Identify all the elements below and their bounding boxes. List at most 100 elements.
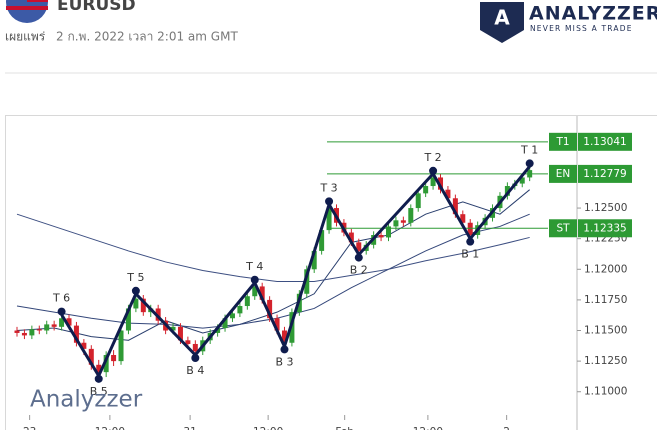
plot: 1.110001.112501.115001.117501.120001.122… <box>14 132 632 430</box>
pivot-label: T 5 <box>126 271 144 284</box>
candle-body <box>311 250 317 270</box>
level-tag <box>549 164 577 183</box>
candle-body <box>415 193 421 209</box>
candle-body <box>244 296 250 307</box>
x-tick-label: 12:00 <box>95 426 125 430</box>
y-tick-label: 1.11250 <box>584 355 627 367</box>
logo-letter: A <box>494 6 510 30</box>
chart-frame <box>5 115 657 430</box>
candle-body <box>44 324 50 331</box>
flag-stripe <box>27 0 48 2</box>
level-value-tag <box>578 164 632 183</box>
candle-body <box>14 330 20 333</box>
candle-body <box>111 355 117 362</box>
level-name: EN <box>556 168 571 180</box>
candle-body <box>66 318 72 326</box>
level-value: 1.12779 <box>583 168 626 180</box>
candle-body <box>408 208 414 223</box>
pivot-label: B 2 <box>350 264 368 277</box>
x-tick-label: 31 <box>183 426 196 430</box>
x-tick-label: 12:00 <box>413 426 443 430</box>
candle-body <box>430 177 436 187</box>
candle-body <box>51 324 57 327</box>
level-tag <box>549 132 577 151</box>
candle-body <box>319 230 325 251</box>
candle-body <box>460 214 466 223</box>
logo-shield <box>480 2 524 43</box>
candle-body <box>400 220 406 223</box>
candle-body <box>88 348 94 365</box>
candle-body <box>96 364 102 373</box>
pivot-label: B 4 <box>186 364 204 377</box>
candle-body <box>215 328 221 333</box>
pivot-dot <box>131 286 140 295</box>
candle-body <box>125 308 131 331</box>
y-tick-label: 1.12500 <box>584 202 627 214</box>
candle-body <box>304 269 310 294</box>
x-tick-label: 2 <box>503 426 510 430</box>
level-name: T1 <box>555 136 569 148</box>
x-tick-label: Feb <box>335 426 354 430</box>
y-tick-label: 1.11500 <box>584 325 627 337</box>
candle-body <box>222 318 228 329</box>
candle-body <box>170 326 176 331</box>
candle-body <box>73 325 79 343</box>
x-tick-label: 12:00 <box>253 426 283 430</box>
candle-body <box>274 318 280 331</box>
candle-body <box>185 340 191 344</box>
candle-body <box>281 330 287 343</box>
level-tag <box>549 219 577 238</box>
candle-body <box>29 329 35 336</box>
candle-body <box>140 298 146 313</box>
candle-body <box>378 235 384 238</box>
pivot-label: B 1 <box>461 248 479 261</box>
level-value-tag <box>578 219 632 238</box>
candle-body <box>252 286 258 297</box>
pivot-label: T 3 <box>319 181 337 194</box>
candle-body <box>504 186 510 196</box>
pivot-dot <box>57 307 66 316</box>
candle-body <box>229 313 235 319</box>
pivot-label: T 6 <box>52 292 70 305</box>
pivot-dot <box>429 166 438 175</box>
watermark: Analyzzer <box>30 387 143 413</box>
pivot-label: B 5 <box>90 385 108 398</box>
candle-body <box>103 355 109 373</box>
pivot-dot <box>325 197 334 206</box>
candle-body <box>326 208 332 231</box>
candle-body <box>438 177 444 190</box>
pivot-dot <box>466 237 475 246</box>
level-value: 1.13041 <box>583 136 626 148</box>
flag <box>6 0 48 23</box>
candle-body <box>393 220 399 227</box>
candle-body <box>386 226 391 238</box>
pivot-dot <box>354 253 363 262</box>
y-tick-label: 1.11750 <box>584 294 627 306</box>
candle-body <box>356 242 362 251</box>
logo-name: ANALYZZER <box>529 3 657 25</box>
candle-body <box>133 298 139 309</box>
candle-body <box>452 198 458 215</box>
pivot-dot <box>525 159 534 168</box>
candle-body <box>81 342 87 349</box>
candle-body <box>259 286 265 300</box>
pivot-dot <box>191 354 200 362</box>
candle-body <box>423 186 429 194</box>
candle-body <box>519 177 525 184</box>
flag-stripe <box>6 6 48 10</box>
pivot-label: T 4 <box>245 260 263 273</box>
candle-body <box>348 232 354 243</box>
pivot-dot <box>280 345 289 354</box>
candle-body <box>21 332 27 336</box>
candle-body <box>267 299 273 319</box>
level-value: 1.12335 <box>583 222 626 234</box>
level-value-tag <box>578 132 632 151</box>
published: 2 ก.พ. 2022 เวลา 2:01 am GMT <box>56 30 238 44</box>
pivot-dot <box>250 275 259 284</box>
y-tick-label: 1.12000 <box>584 263 627 275</box>
candle-body <box>445 189 451 199</box>
symbol: EURUSD <box>57 0 136 15</box>
candle-body <box>36 329 42 331</box>
